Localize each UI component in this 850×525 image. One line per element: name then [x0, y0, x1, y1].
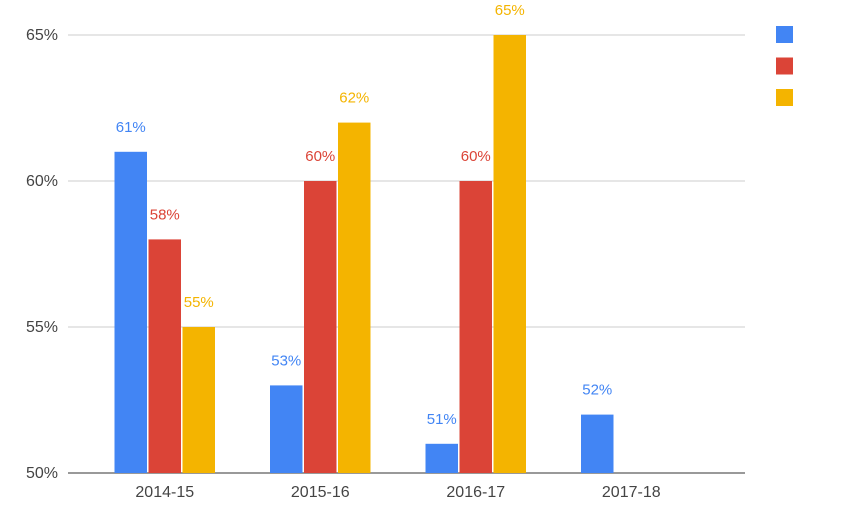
y-tick-label: 50% [26, 465, 58, 482]
x-tick-label: 2017-18 [602, 484, 661, 501]
bar [182, 327, 215, 473]
data-label: 62% [339, 90, 369, 107]
y-tick-label: 55% [26, 319, 58, 336]
bar [425, 443, 458, 473]
data-label: 53% [271, 352, 301, 369]
bar [114, 151, 147, 474]
data-labels: 61% 58% 55% 53% 60% 62% 51% 60% 65% 52% [116, 2, 613, 428]
legend [776, 26, 793, 106]
data-label: 60% [305, 148, 335, 165]
bars [114, 35, 614, 474]
legend-swatch [776, 26, 793, 43]
axes: 50% 55% 60% 65% 2014-15 2015-16 2016-17 2017-18 [26, 27, 661, 501]
data-label: 60% [461, 148, 491, 165]
data-label: 65% [495, 2, 525, 19]
bar [581, 414, 614, 473]
x-tick-label: 2016-17 [446, 484, 505, 501]
x-tick-label: 2014-15 [135, 484, 194, 501]
data-label: 58% [150, 206, 180, 223]
bar [270, 385, 303, 473]
data-label: 52% [582, 382, 612, 399]
bar [338, 122, 371, 473]
bar [493, 35, 526, 473]
x-tick-label: 2015-16 [291, 484, 350, 501]
bar [148, 239, 181, 473]
legend-swatch [776, 57, 793, 75]
legend-swatch [776, 89, 793, 106]
bar [459, 181, 492, 473]
y-tick-label: 65% [26, 27, 58, 44]
data-label: 55% [184, 294, 214, 311]
data-label: 61% [116, 119, 146, 136]
bar [304, 181, 337, 473]
y-tick-label: 60% [26, 173, 58, 190]
data-label: 51% [427, 411, 457, 428]
